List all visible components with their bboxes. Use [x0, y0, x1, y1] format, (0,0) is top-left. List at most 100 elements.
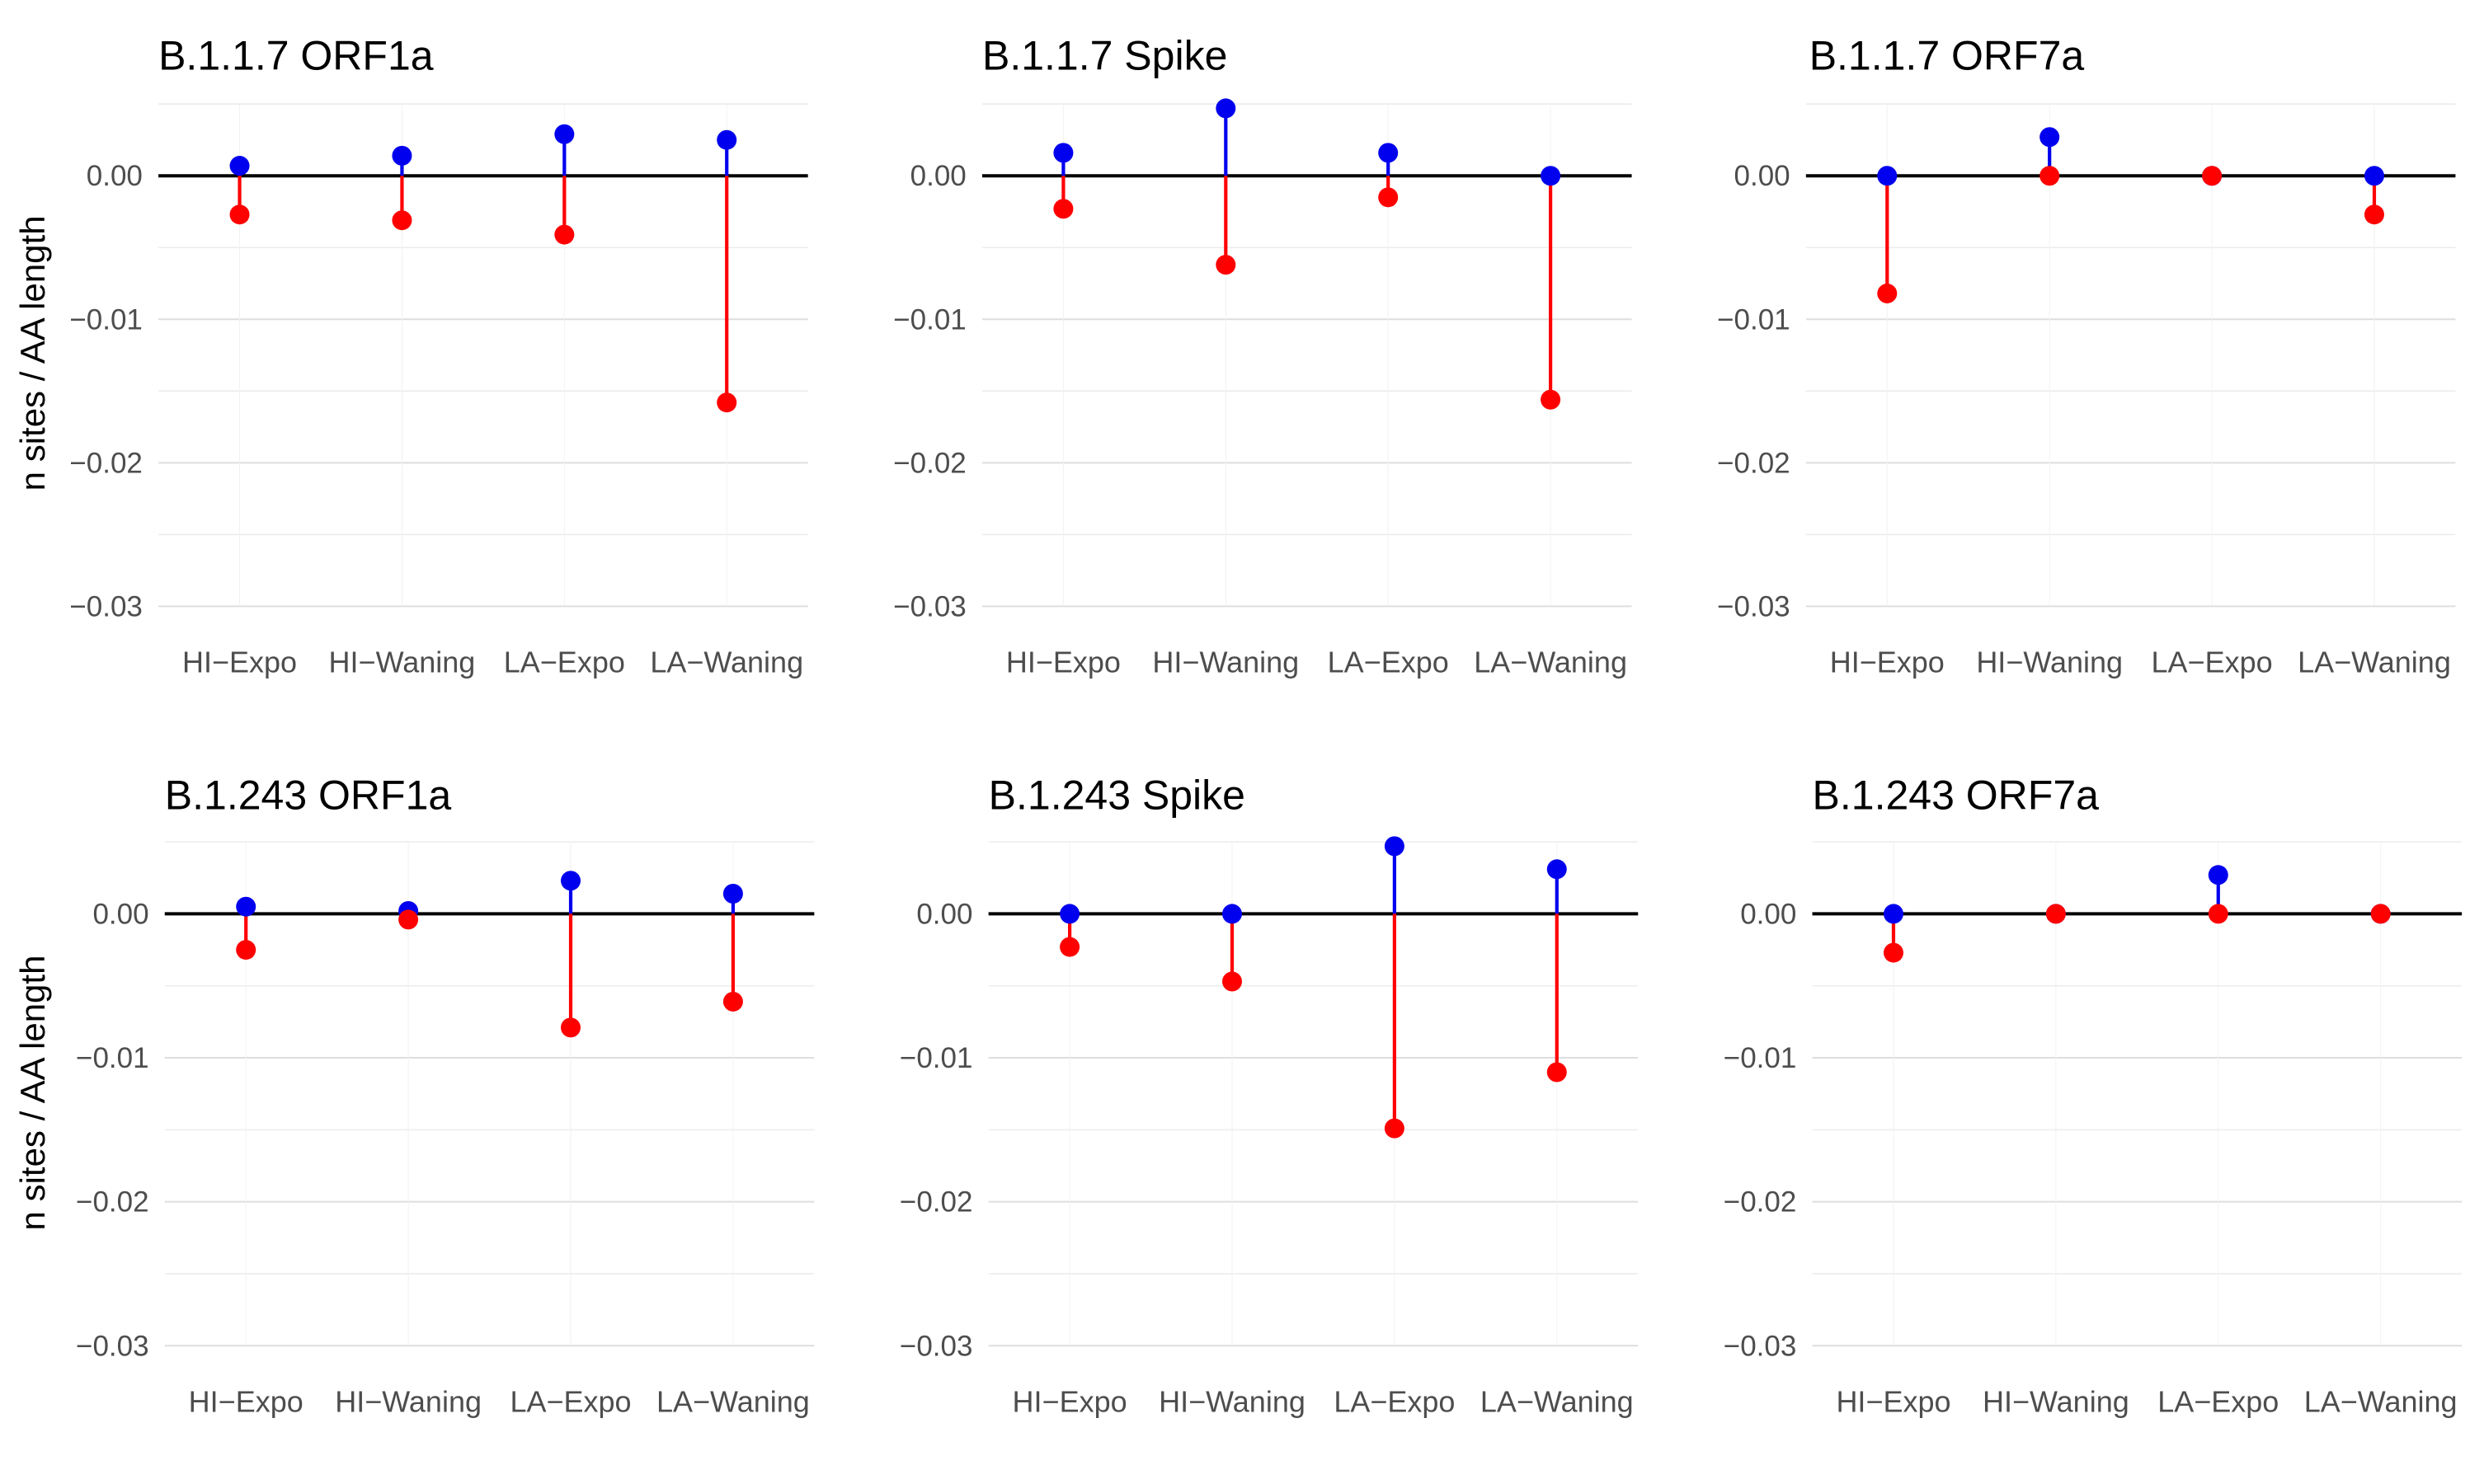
lollipop-point: [229, 204, 250, 225]
x-tick-label: LA−Expo: [1334, 1384, 1455, 1418]
lollipop-point: [2364, 204, 2384, 225]
panel-title: B.1.1.7 ORF1a: [158, 32, 434, 78]
lollipop-point: [236, 896, 256, 917]
x-tick-label: LA−Waning: [1474, 645, 1627, 679]
x-tick-label: HI−Waning: [335, 1384, 482, 1418]
panel-title: B.1.243 ORF1a: [165, 772, 452, 818]
y-tick-label: −0.01: [76, 1042, 149, 1074]
lollipop-point: [1384, 1118, 1404, 1139]
lollipop-point: [392, 145, 412, 166]
lollipop-point: [722, 991, 743, 1012]
lollipop-point: [561, 1017, 581, 1038]
lollipop-point: [398, 909, 419, 930]
x-tick-label: HI−Expo: [1836, 1384, 1950, 1418]
lollipop-point: [1877, 283, 1898, 303]
lollipop-point: [554, 124, 575, 144]
panel-title: B.1.243 Spike: [989, 772, 1245, 818]
lollipop-point: [392, 210, 412, 231]
x-tick-label: LA−Expo: [510, 1384, 631, 1418]
panel-title: B.1.1.7 ORF7a: [1809, 32, 2085, 78]
chart-panel-3: 0.00 −0.01 −0.02 −0.03 HI−Expo HI−Waning LA−Ex…: [1717, 32, 2456, 679]
x-tick-label: HI−Waning: [329, 645, 476, 679]
lollipop-point: [1541, 166, 1561, 186]
lollipop-point: [229, 156, 250, 176]
lollipop-point: [1378, 143, 1399, 163]
x-tick-label: HI−Waning: [1976, 645, 2123, 679]
y-tick-label: −0.03: [1717, 590, 1790, 622]
lollipop-point: [1221, 971, 1242, 992]
y-tick-label: −0.02: [893, 447, 967, 479]
y-tick-label: 0.00: [1734, 160, 1790, 192]
chart-panel-2: 0.00 −0.01 −0.02 −0.03 HI−Expo HI−Waning LA−Ex…: [893, 32, 1632, 679]
lollipop-point: [1060, 904, 1080, 924]
y-tick-label: −0.01: [900, 1042, 973, 1074]
lollipop-point: [1546, 1062, 1567, 1082]
y-tick-label: −0.03: [900, 1330, 973, 1362]
y-tick-label: −0.03: [893, 590, 967, 622]
x-tick-label: HI−Waning: [1159, 1384, 1306, 1418]
y-tick-label: 0.00: [87, 160, 143, 192]
lollipop-point: [2045, 904, 2066, 924]
lollipop-point: [1053, 143, 1074, 163]
lollipop-point: [2208, 904, 2228, 924]
y-tick-label: −0.02: [900, 1186, 973, 1219]
lollipop-point: [236, 940, 256, 960]
lollipop-point: [1883, 904, 1903, 924]
x-tick-label: HI−Expo: [189, 1384, 303, 1418]
lollipop-point: [1053, 199, 1074, 219]
y-tick-label: −0.01: [69, 303, 143, 336]
y-tick-label: 0.00: [910, 160, 967, 192]
x-tick-label: HI−Expo: [1830, 645, 1945, 679]
x-tick-label: LA−Expo: [2157, 1384, 2279, 1418]
lollipop-point: [1546, 859, 1567, 880]
x-tick-label: LA−Expo: [1328, 645, 1449, 679]
panel-title: B.1.1.7 Spike: [982, 32, 1227, 78]
lollipop-point: [1216, 255, 1236, 275]
y-tick-label: −0.02: [69, 447, 143, 479]
lollipop-point: [717, 392, 737, 413]
y-tick-label: −0.03: [76, 1330, 149, 1362]
panel-title: B.1.243 ORF7a: [1813, 772, 2100, 818]
lollipop-point: [1541, 389, 1561, 410]
lollipop-point: [1221, 904, 1242, 924]
lollipop-point: [2364, 166, 2384, 186]
lollipop-point: [2370, 904, 2391, 924]
lollipop-point: [1060, 937, 1080, 957]
y-tick-label: −0.03: [69, 590, 143, 622]
x-tick-label: HI−Expo: [1013, 1384, 1127, 1418]
y-tick-label: −0.03: [1724, 1330, 1797, 1362]
lollipop-point: [2208, 865, 2228, 885]
lollipop-point: [2039, 127, 2060, 148]
y-tick-label: 0.00: [916, 898, 972, 930]
x-tick-label: LA−Waning: [2298, 645, 2451, 679]
lollipop-point: [1384, 836, 1404, 857]
x-tick-label: LA−Expo: [2152, 645, 2273, 679]
lollipop-point: [1378, 187, 1399, 208]
lollipop-point: [722, 883, 743, 904]
lollipop-point: [561, 871, 581, 891]
chart-panel-1: 0.00 −0.01 −0.02 −0.03 HI−Expo HI−Waning LA−Ex…: [13, 32, 808, 679]
chart-panel-4: 0.00 −0.01 −0.02 −0.03 HI−Expo HI−Waning LA−Ex…: [13, 772, 815, 1418]
x-tick-label: LA−Waning: [2304, 1384, 2458, 1418]
lollipop-point: [717, 129, 737, 150]
y-tick-label: 0.00: [1740, 898, 1796, 930]
chart-panel-5: 0.00 −0.01 −0.02 −0.03 HI−Expo HI−Waning LA−Ex…: [900, 772, 1639, 1418]
y-tick-label: −0.01: [1717, 303, 1790, 336]
y-axis-label: n sites / AA length: [13, 956, 52, 1231]
x-tick-label: HI−Expo: [182, 645, 297, 679]
y-axis-label: n sites / AA length: [13, 215, 52, 491]
x-tick-label: LA−Waning: [1480, 1384, 1634, 1418]
lollipop-point: [554, 224, 575, 245]
lollipop-point: [1883, 942, 1903, 963]
lollipop-point: [1877, 166, 1898, 186]
x-tick-label: LA−Expo: [504, 645, 625, 679]
chart-panel-6: 0.00 −0.01 −0.02 −0.03 HI−Expo HI−Waning LA−Ex…: [1724, 772, 2463, 1418]
x-tick-label: LA−Waning: [656, 1384, 810, 1418]
y-tick-label: −0.01: [1724, 1042, 1797, 1074]
y-tick-label: −0.02: [1724, 1186, 1797, 1219]
x-tick-label: HI−Expo: [1006, 645, 1121, 679]
lollipop-point: [2039, 166, 2060, 186]
x-tick-label: HI−Waning: [1983, 1384, 2129, 1418]
y-tick-label: −0.01: [893, 303, 967, 336]
